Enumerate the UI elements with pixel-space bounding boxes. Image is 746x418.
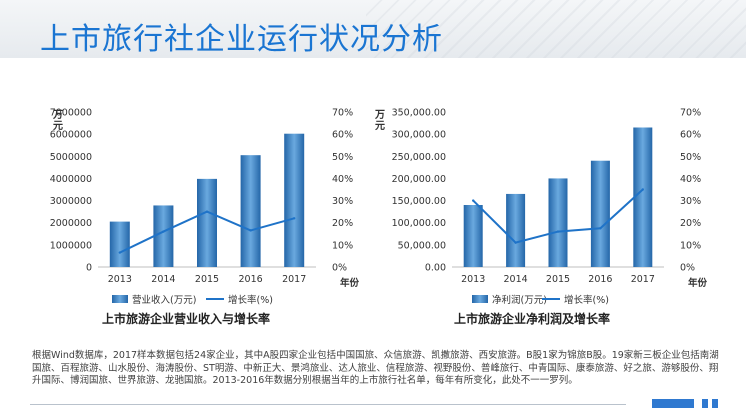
growth-point (293, 217, 296, 220)
legend-bar-label: 净利润(万元) (492, 294, 547, 306)
y2-tick-label: 20% (680, 218, 701, 229)
y2-tick-label: 40% (680, 174, 701, 185)
x-tick-label: 2016 (239, 274, 263, 285)
y-tick-label: 50,000.00 (398, 240, 446, 251)
footer-accent-bar (702, 399, 708, 408)
y-axis-label: 万 (374, 109, 385, 121)
legend-line-label: 增长率(%) (228, 294, 273, 306)
growth-point (472, 199, 475, 202)
y-tick-label: 0.00 (425, 263, 446, 274)
bar (463, 205, 483, 267)
y-tick-label: 6000000 (50, 130, 92, 141)
x-tick-label: 2017 (282, 274, 306, 285)
chart-title: 上市旅游企业营业收入与增长率 (102, 311, 270, 326)
y-tick-label: 300,000.00 (392, 130, 446, 141)
bar (633, 127, 653, 267)
net-profit-chart: 0.00 50,000.00 100,000.00 150,000.00 200,000… (372, 96, 732, 336)
revenue-chart: 0 1000000 2000000 3000000 4000000 5000000 6000… (20, 96, 380, 336)
y-axis-label: 元 (375, 120, 385, 132)
y-tick-label: 100,000.00 (392, 218, 446, 229)
y2-tick-label: 50% (332, 152, 353, 163)
x-tick-label: 2016 (588, 274, 612, 285)
footer-divider (30, 404, 626, 405)
chart-svg: 0 1000000 2000000 3000000 4000000 5000000 6000… (50, 108, 360, 327)
y-tick-label: 3000000 (50, 196, 92, 207)
y-tick-label: 0 (86, 263, 92, 274)
x-axis-label: 年份 (340, 277, 360, 289)
page-title: 上市旅行社企业运行状况分析 (40, 22, 443, 57)
bar (590, 160, 610, 267)
y-tick-label: 1000000 (50, 240, 92, 251)
growth-point (118, 251, 122, 254)
y2-tick-label: 0% (680, 263, 695, 274)
y2-tick-label: 30% (680, 196, 701, 207)
growth-point (249, 229, 252, 232)
chart-title: 上市旅游企业净利润及增长率 (454, 311, 610, 326)
y2-tick-label: 10% (680, 240, 701, 251)
legend-line-label: 增长率(%) (564, 294, 609, 306)
y2-tick-label: 70% (332, 108, 353, 119)
banner-decoration (366, 0, 746, 58)
x-tick-label: 2013 (461, 274, 485, 285)
bar (506, 193, 526, 267)
bar (548, 178, 568, 267)
y2-tick-label: 0% (332, 263, 347, 274)
footer-accent-bar (712, 399, 718, 408)
y-tick-label: 250,000.00 (392, 152, 446, 163)
legend-bar-swatch (112, 295, 128, 303)
x-tick-label: 2013 (108, 274, 132, 285)
legend-bar-swatch (472, 295, 488, 303)
y2-tick-label: 70% (680, 108, 701, 119)
growth-point (641, 188, 644, 191)
y-axis-label: 元 (53, 120, 63, 132)
legend-bar-label: 营业收入(万元) (132, 294, 196, 306)
y2-tick-label: 60% (332, 130, 353, 141)
y-tick-label: 2000000 (50, 218, 92, 229)
y-tick-label: 200,000.00 (392, 174, 446, 185)
x-axis-label: 年份 (688, 277, 708, 289)
y2-tick-label: 60% (680, 130, 701, 141)
x-tick-label: 2014 (151, 274, 175, 285)
y2-tick-label: 50% (680, 152, 701, 163)
growth-point (599, 227, 602, 230)
y-tick-label: 5000000 (50, 152, 92, 163)
bar (109, 221, 130, 267)
growth-point (205, 210, 209, 213)
y-tick-label: 7000000 (50, 108, 92, 119)
growth-point (514, 241, 517, 244)
y-tick-label: 150,000.00 (392, 196, 446, 207)
growth-point (162, 230, 165, 233)
y2-tick-label: 30% (332, 196, 353, 207)
title-banner: 上市旅行社企业运行状况分析 (0, 0, 746, 58)
bar (240, 155, 261, 267)
x-tick-label: 2015 (546, 274, 570, 285)
footnote: 根据Wind数据库，2017样本数据包括24家企业，其中A股四家企业包括中国国旅… (32, 350, 719, 386)
x-tick-label: 2017 (631, 274, 655, 285)
x-tick-label: 2015 (195, 274, 219, 285)
y-axis-label: 万 (52, 109, 63, 121)
y2-tick-label: 10% (332, 240, 353, 251)
y-tick-label: 4000000 (50, 174, 92, 185)
x-tick-label: 2014 (504, 274, 528, 285)
y2-tick-label: 20% (332, 218, 353, 229)
bar (284, 133, 305, 267)
footer-accent-block (652, 399, 694, 408)
bar (153, 205, 174, 267)
y-tick-label: 350,000.00 (392, 108, 446, 119)
bar (197, 178, 217, 267)
y2-tick-label: 40% (332, 174, 353, 185)
growth-point (556, 230, 560, 233)
chart-svg: 0.00 50,000.00 100,000.00 150,000.00 200,000… (374, 108, 708, 327)
